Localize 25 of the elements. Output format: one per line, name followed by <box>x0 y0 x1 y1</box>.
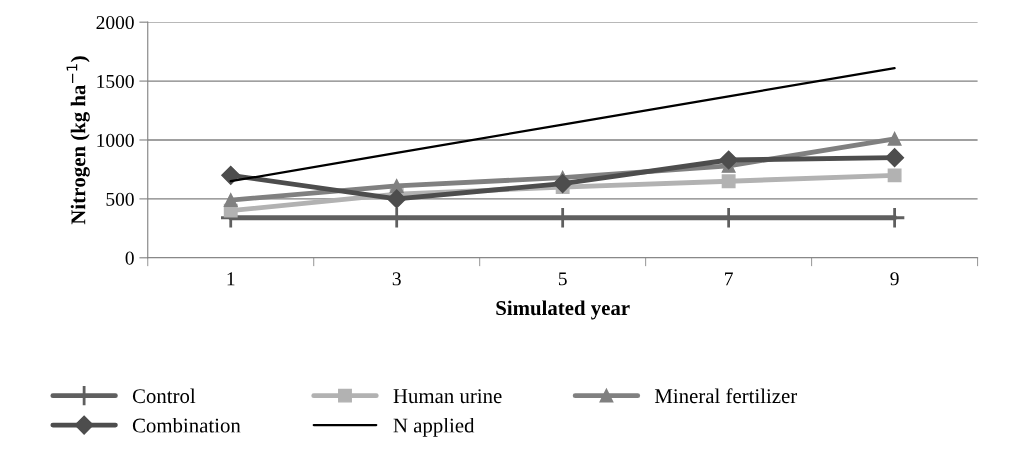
point <box>721 174 736 189</box>
y-tick-label: 1500 <box>97 74 134 89</box>
x-axis-title: Simulated year <box>496 300 630 320</box>
point <box>223 193 238 208</box>
x-tick-label: 1 <box>227 272 235 286</box>
x-tick-label: 5 <box>558 272 567 286</box>
point <box>887 168 902 183</box>
legend-label: Combination <box>132 417 241 433</box>
y-tick-label: 0 <box>125 251 134 265</box>
point <box>885 148 905 168</box>
x-tick-label: 7 <box>725 272 733 286</box>
legend-label: N applied <box>393 417 475 437</box>
legend-label: Mineral fertilizer <box>654 388 798 404</box>
point <box>387 189 407 209</box>
point <box>719 150 739 170</box>
legend-label: Control <box>132 388 196 404</box>
y-tick-label: 2000 <box>96 15 134 30</box>
y-axis-title: Nitrogen (kg ha$^{−1}$) <box>66 56 90 225</box>
point <box>887 131 902 146</box>
x-tick-label: 9 <box>890 272 899 286</box>
x-tick-label: 3 <box>392 272 401 286</box>
point <box>221 165 241 185</box>
y-tick-label: 1000 <box>97 133 134 147</box>
legend-label: Human urine <box>393 389 502 404</box>
y-tick-label: 500 <box>106 192 134 206</box>
